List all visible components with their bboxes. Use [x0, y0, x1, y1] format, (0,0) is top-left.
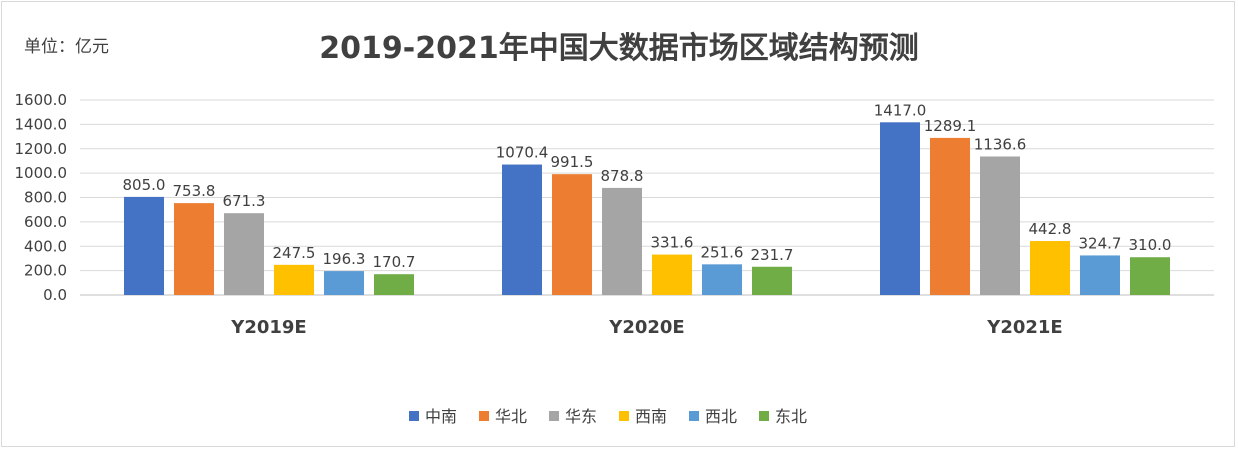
legend-item: 中南: [409, 407, 457, 426]
data-label: 170.7: [373, 253, 416, 271]
data-label: 1417.0: [874, 101, 927, 119]
chart-title: 2019-2021年中国大数据市场区域结构预测: [319, 31, 918, 66]
bar: [1080, 255, 1120, 295]
bar: [980, 156, 1020, 295]
data-label: 196.3: [323, 250, 366, 268]
bar: [930, 137, 970, 295]
bar: [274, 264, 314, 295]
gridlines: [80, 99, 1214, 296]
bar: [552, 174, 592, 295]
legend-item: 华东: [549, 407, 597, 426]
data-label: 671.3: [223, 192, 266, 210]
data-label: 991.5: [551, 153, 594, 171]
category-label: Y2020E: [608, 317, 684, 338]
y-tick-label: 1200.0: [15, 140, 68, 158]
y-tick-label: 600.0: [24, 213, 67, 231]
data-label: 878.8: [601, 167, 644, 185]
data-label: 324.7: [1079, 234, 1122, 252]
legend-swatch: [619, 411, 629, 421]
legend-item: 东北: [759, 407, 807, 426]
bar: [1030, 241, 1070, 295]
bar: [752, 266, 792, 295]
y-axis-ticks: 0.0 200.0 400.0 600.0 800.0 1000.0 1200.0 1400.…: [15, 91, 68, 304]
x-axis-categories: Y2019E Y2020E Y2021E: [230, 317, 1062, 338]
data-label: 1289.1: [924, 117, 977, 135]
legend-label: 华东: [565, 407, 597, 426]
y-tick-label: 1400.0: [15, 115, 68, 133]
legend-swatch: [409, 411, 419, 421]
y-tick-label: 1600.0: [15, 91, 68, 109]
legend-item: 华北: [479, 407, 527, 426]
bar: [602, 187, 642, 295]
bar: [374, 274, 414, 295]
y-tick-label: 400.0: [24, 237, 67, 255]
data-labels: 805.0 753.8 671.3 247.5 196.3 170.7 1070.4991.…: [123, 101, 1172, 271]
y-tick-label: 1000.0: [15, 164, 68, 182]
bar: [502, 164, 542, 295]
data-label: 251.6: [701, 243, 744, 261]
legend-label: 华北: [495, 407, 527, 426]
bar: [224, 213, 264, 295]
legend-swatch: [689, 411, 699, 421]
bar: [124, 196, 164, 295]
bar: [652, 254, 692, 295]
data-label: 310.0: [1129, 236, 1172, 254]
legend-item: 西南: [619, 407, 667, 426]
legend-swatch: [759, 411, 769, 421]
data-label: 753.8: [173, 182, 216, 200]
data-label: 805.0: [123, 176, 166, 194]
legend-swatch: [479, 411, 489, 421]
bar: [324, 271, 364, 295]
bar: [1130, 257, 1170, 295]
legend: 中南 华北 华东 西南 西北 东北: [409, 407, 807, 426]
data-label: 1136.6: [974, 135, 1027, 153]
legend-item: 西北: [689, 407, 737, 426]
legend-label: 西北: [705, 407, 737, 426]
bar: [880, 122, 920, 295]
data-label: 442.8: [1029, 220, 1072, 238]
data-label: 247.5: [273, 244, 316, 262]
data-label: 231.7: [751, 246, 794, 264]
legend-label: 西南: [635, 407, 667, 426]
bar: [702, 264, 742, 295]
legend-label: 中南: [425, 407, 457, 426]
data-label: 1070.4: [496, 144, 549, 162]
bar: [174, 203, 214, 295]
y-tick-label: 800.0: [24, 189, 67, 207]
legend-swatch: [549, 411, 559, 421]
bars: [124, 122, 1170, 295]
category-label: Y2021E: [986, 317, 1062, 338]
category-label: Y2019E: [230, 317, 306, 338]
legend-label: 东北: [775, 407, 807, 426]
unit-label: 单位：亿元: [24, 37, 109, 57]
y-tick-label: 0.0: [43, 286, 67, 304]
y-tick-label: 200.0: [24, 262, 67, 280]
data-label: 331.6: [651, 234, 694, 252]
